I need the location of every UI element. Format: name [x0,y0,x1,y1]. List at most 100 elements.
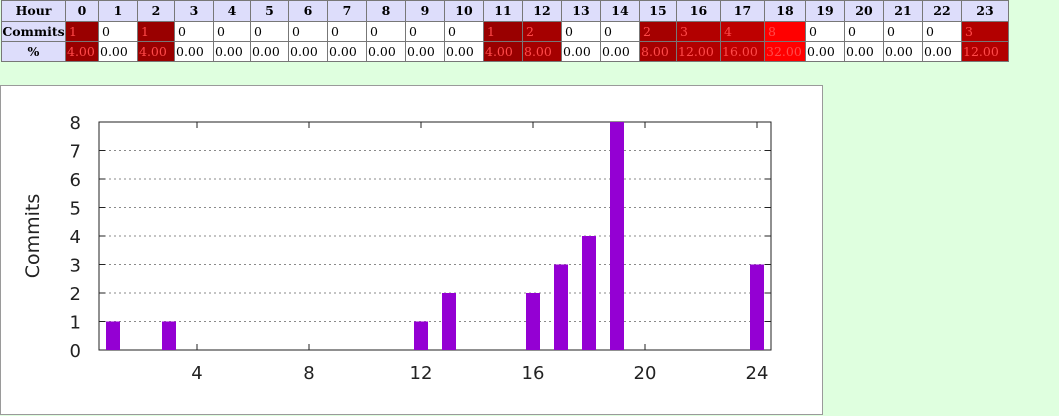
hour-col-header: 3 [174,0,214,22]
commits-cell: 0 [250,21,289,42]
percent-cell: 0.00 [366,41,406,62]
commits-cell: 8 [764,21,806,42]
hour-col-header: 22 [922,0,962,22]
y-tick-label: 8 [70,113,81,134]
commits-cell: 4 [720,21,765,42]
hour-col-header: 18 [764,0,806,22]
y-tick-label: 3 [70,256,81,277]
percent-header: % [1,41,66,62]
commits-cell: 0 [444,21,484,42]
commits-cell: 0 [805,21,845,42]
percent-cell: 8.00 [522,41,562,62]
percent-cell: 32.00 [764,41,806,62]
y-axis-title: Commits [22,194,44,279]
hour-col-header: 0 [65,0,99,22]
commits-cell: 3 [676,21,721,42]
hour-col-header: 13 [561,0,601,22]
commits-cell: 2 [639,21,677,42]
hour-col-header: 6 [288,0,328,22]
bar [162,321,176,350]
percent-cell: 0.00 [444,41,484,62]
bar [442,293,456,350]
commits-cell: 0 [844,21,884,42]
bar [582,236,596,350]
commits-cell: 2 [522,21,562,42]
x-tick-label: 16 [522,363,545,384]
hour-col-header: 16 [676,0,721,22]
hour-col-header: 14 [600,0,640,22]
hour-col-header: 4 [213,0,251,22]
percent-cell: 0.00 [250,41,289,62]
hour-col-header: 8 [366,0,406,22]
hour-col-header: 20 [844,0,884,22]
commits-cell: 1 [137,21,175,42]
hour-col-header: 1 [98,0,138,22]
bar [106,321,120,350]
commits-cell: 0 [366,21,406,42]
percent-cell: 0.00 [288,41,328,62]
commits-cell: 0 [174,21,214,42]
y-tick-label: 6 [70,170,81,191]
percent-cell: 12.00 [676,41,721,62]
percent-cell: 0.00 [98,41,138,62]
hour-col-header: 7 [327,0,367,22]
percent-cell: 16.00 [720,41,765,62]
hour-col-header: 19 [805,0,845,22]
y-tick-label: 5 [70,199,81,220]
hour-col-header: 11 [483,0,523,22]
commits-by-hour-chart: 0 1 2 3 4 5 6 7 8 4 8 12 16 20 24 Commits [0,85,823,415]
commits-cell: 1 [65,21,99,42]
y-tick-label: 2 [70,284,81,305]
commits-cell: 0 [883,21,923,42]
percent-cell: 0.00 [561,41,601,62]
hour-col-header: 12 [522,0,562,22]
percent-cell: 0.00 [883,41,923,62]
y-tick-label: 0 [70,341,81,362]
hour-col-header: 17 [720,0,765,22]
y-tick-label: 7 [70,142,81,163]
commits-cell: 0 [98,21,138,42]
bar [414,321,428,350]
hour-col-header: 15 [639,0,677,22]
percent-cell: 0.00 [805,41,845,62]
commits-by-hour-table: Hour 0 1 2 3 4 5 6 7 8 9 10 11 12 13 14 15 16 17 18 19 20 21 2… [1,0,1009,62]
bar [526,293,540,350]
commits-cell: 1 [483,21,523,42]
commits-cell: 0 [327,21,367,42]
hour-header: Hour [1,0,66,22]
x-tick-label: 24 [746,363,769,384]
hour-col-header: 21 [883,0,923,22]
x-tick-label: 4 [191,363,202,384]
percent-row: % 4.00 0.00 4.00 0.00 0.00 0.00 0.00 0.00 0.00 0.… [1,41,1009,62]
percent-cell: 8.00 [639,41,677,62]
hour-col-header: 5 [250,0,289,22]
x-tick-label: 12 [410,363,433,384]
percent-cell: 12.00 [961,41,1009,62]
commits-cell: 0 [405,21,445,42]
hour-col-header: 9 [405,0,445,22]
commits-cell: 3 [961,21,1009,42]
percent-cell: 4.00 [483,41,523,62]
commits-cell: 0 [600,21,640,42]
percent-cell: 4.00 [137,41,175,62]
y-tick-label: 1 [70,313,81,334]
percent-cell: 4.00 [65,41,99,62]
percent-cell: 0.00 [844,41,884,62]
percent-cell: 0.00 [327,41,367,62]
bar [610,122,624,350]
x-tick-label: 20 [634,363,657,384]
commits-header: Commits [1,21,66,42]
y-tick-label: 4 [70,227,81,248]
hour-col-header: 10 [444,0,484,22]
percent-cell: 0.00 [213,41,251,62]
x-tick-label: 8 [303,363,314,384]
bar [554,264,568,350]
commits-cell: 0 [922,21,962,42]
hour-col-header: 2 [137,0,175,22]
percent-cell: 0.00 [405,41,445,62]
commits-cell: 0 [288,21,328,42]
commits-cell: 0 [213,21,251,42]
hour-row: Hour 0 1 2 3 4 5 6 7 8 9 10 11 12 13 14 15 16 17 18 19 20 21 2… [1,0,1009,22]
